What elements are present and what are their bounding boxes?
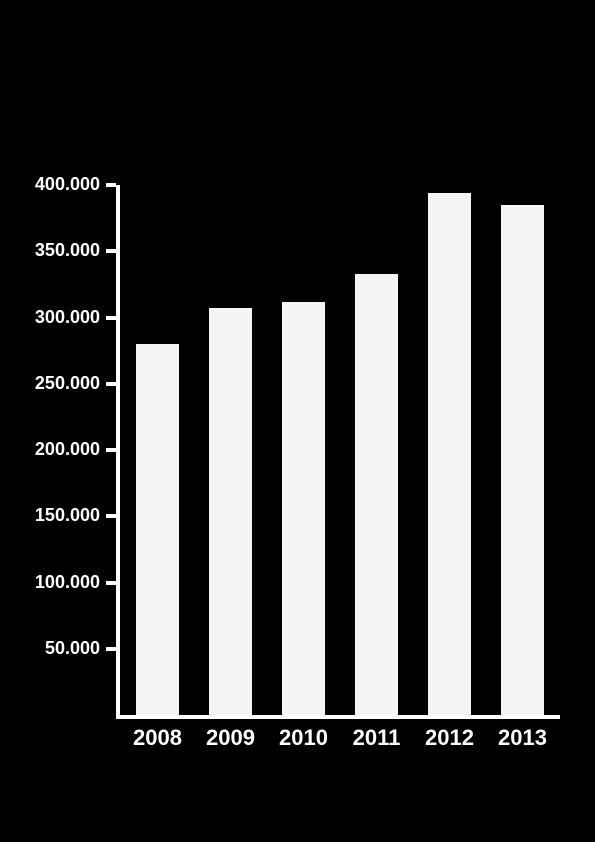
y-tick-label: 400.000 [0,174,100,195]
y-axis [116,185,120,719]
y-tick-label: 350.000 [0,240,100,261]
y-tick [106,183,116,187]
x-axis [116,715,560,719]
y-tick-label: 150.000 [0,505,100,526]
x-tick-label: 2008 [121,725,194,751]
y-tick [106,514,116,518]
x-tick-label: 2013 [486,725,559,751]
x-tick-label: 2009 [194,725,267,751]
y-tick [106,316,116,320]
bar [136,344,179,715]
bar [355,274,398,715]
x-tick-label: 2011 [340,725,413,751]
y-tick-label: 50.000 [0,638,100,659]
bar [282,302,325,715]
x-tick-label: 2010 [267,725,340,751]
bar [501,205,544,715]
y-tick-label: 250.000 [0,373,100,394]
bar [428,193,471,715]
y-tick [106,249,116,253]
y-tick-label: 300.000 [0,307,100,328]
y-tick [106,382,116,386]
y-tick [106,581,116,585]
y-tick [106,448,116,452]
y-tick-label: 100.000 [0,572,100,593]
y-tick-label: 200.000 [0,439,100,460]
x-tick-label: 2012 [413,725,486,751]
y-tick [106,647,116,651]
bar [209,308,252,715]
